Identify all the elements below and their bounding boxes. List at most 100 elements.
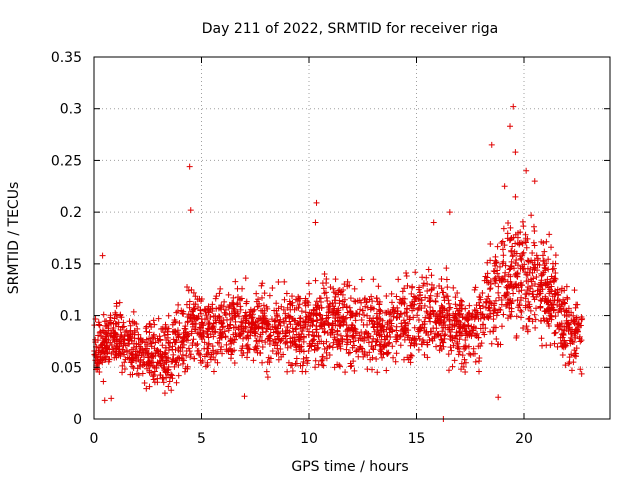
data-point: [390, 354, 397, 361]
data-point: [274, 313, 281, 320]
data-point: [242, 275, 249, 282]
data-point: [513, 332, 520, 339]
data-point: [330, 285, 337, 292]
data-point: [218, 306, 225, 313]
data-point: [424, 341, 431, 348]
data-point: [237, 306, 244, 313]
data-point: [331, 289, 338, 296]
data-point: [451, 357, 458, 364]
data-point: [516, 302, 523, 309]
data-point: [216, 335, 223, 342]
data-point: [111, 354, 118, 361]
data-point: [472, 358, 479, 365]
data-point: [367, 356, 374, 363]
data-point: [430, 219, 437, 226]
data-point: [334, 328, 341, 335]
data-point: [352, 310, 359, 317]
data-point: [217, 304, 224, 311]
data-point: [545, 256, 552, 263]
data-point: [227, 322, 234, 329]
data-point: [389, 310, 396, 317]
data-point: [224, 323, 231, 330]
data-point: [439, 309, 446, 316]
data-point: [415, 295, 422, 302]
data-point: [196, 351, 203, 358]
data-point: [343, 346, 350, 353]
data-point: [532, 316, 539, 323]
data-point: [539, 271, 546, 278]
data-point: [545, 284, 552, 291]
data-point: [490, 267, 497, 274]
data-point: [304, 325, 311, 332]
data-point: [571, 330, 578, 337]
data-point: [508, 247, 515, 254]
data-point: [183, 301, 190, 308]
data-point: [121, 359, 128, 366]
data-point: [403, 270, 410, 277]
data-point: [421, 320, 428, 327]
data-point: [439, 328, 446, 335]
data-point: [511, 283, 518, 290]
data-point: [386, 311, 393, 318]
data-point: [162, 358, 169, 365]
data-point: [198, 319, 205, 326]
data-point: [384, 321, 391, 328]
data-point: [264, 374, 271, 381]
data-point: [494, 270, 501, 277]
data-point: [519, 240, 526, 247]
data-point: [466, 350, 473, 357]
data-point: [342, 369, 349, 376]
data-point: [559, 351, 566, 358]
data-point: [261, 290, 268, 297]
data-point: [443, 307, 450, 314]
data-point: [137, 356, 144, 363]
data-point: [334, 344, 341, 351]
data-point: [341, 281, 348, 288]
data-point: [446, 209, 453, 216]
data-point: [227, 347, 234, 354]
data-point: [499, 246, 506, 253]
data-point: [204, 362, 211, 369]
data-point: [323, 315, 330, 322]
data-point: [108, 330, 115, 337]
data-point: [110, 324, 117, 331]
data-point: [99, 252, 106, 259]
data-point: [457, 302, 464, 309]
data-point: [269, 347, 276, 354]
data-point: [422, 294, 429, 301]
data-point: [462, 330, 469, 337]
data-point: [380, 328, 387, 335]
data-point: [225, 291, 232, 298]
data-point: [531, 178, 538, 185]
data-point: [118, 334, 125, 341]
data-point: [465, 343, 472, 350]
data-point: [112, 351, 119, 358]
data-point: [165, 339, 172, 346]
data-point: [266, 292, 273, 299]
y-tick-label: 0.1: [60, 309, 82, 325]
data-point: [373, 356, 380, 363]
data-point: [284, 368, 291, 375]
data-point: [262, 339, 269, 346]
data-point: [210, 320, 217, 327]
data-point: [96, 322, 103, 329]
data-point: [267, 332, 274, 339]
data-point: [169, 346, 176, 353]
data-point: [462, 368, 469, 375]
data-point: [373, 338, 380, 345]
data-point: [368, 293, 375, 300]
data-point: [268, 316, 275, 323]
data-point: [148, 343, 155, 350]
data-point: [162, 344, 169, 351]
data-point: [496, 263, 503, 270]
data-point: [500, 311, 507, 318]
data-point: [537, 279, 544, 286]
data-point: [432, 318, 439, 325]
data-point: [350, 358, 357, 365]
data-point: [158, 325, 165, 332]
data-point: [369, 338, 376, 345]
data-point: [137, 343, 144, 350]
data-point: [451, 317, 458, 324]
data-point: [493, 312, 500, 319]
data-point: [345, 350, 352, 357]
